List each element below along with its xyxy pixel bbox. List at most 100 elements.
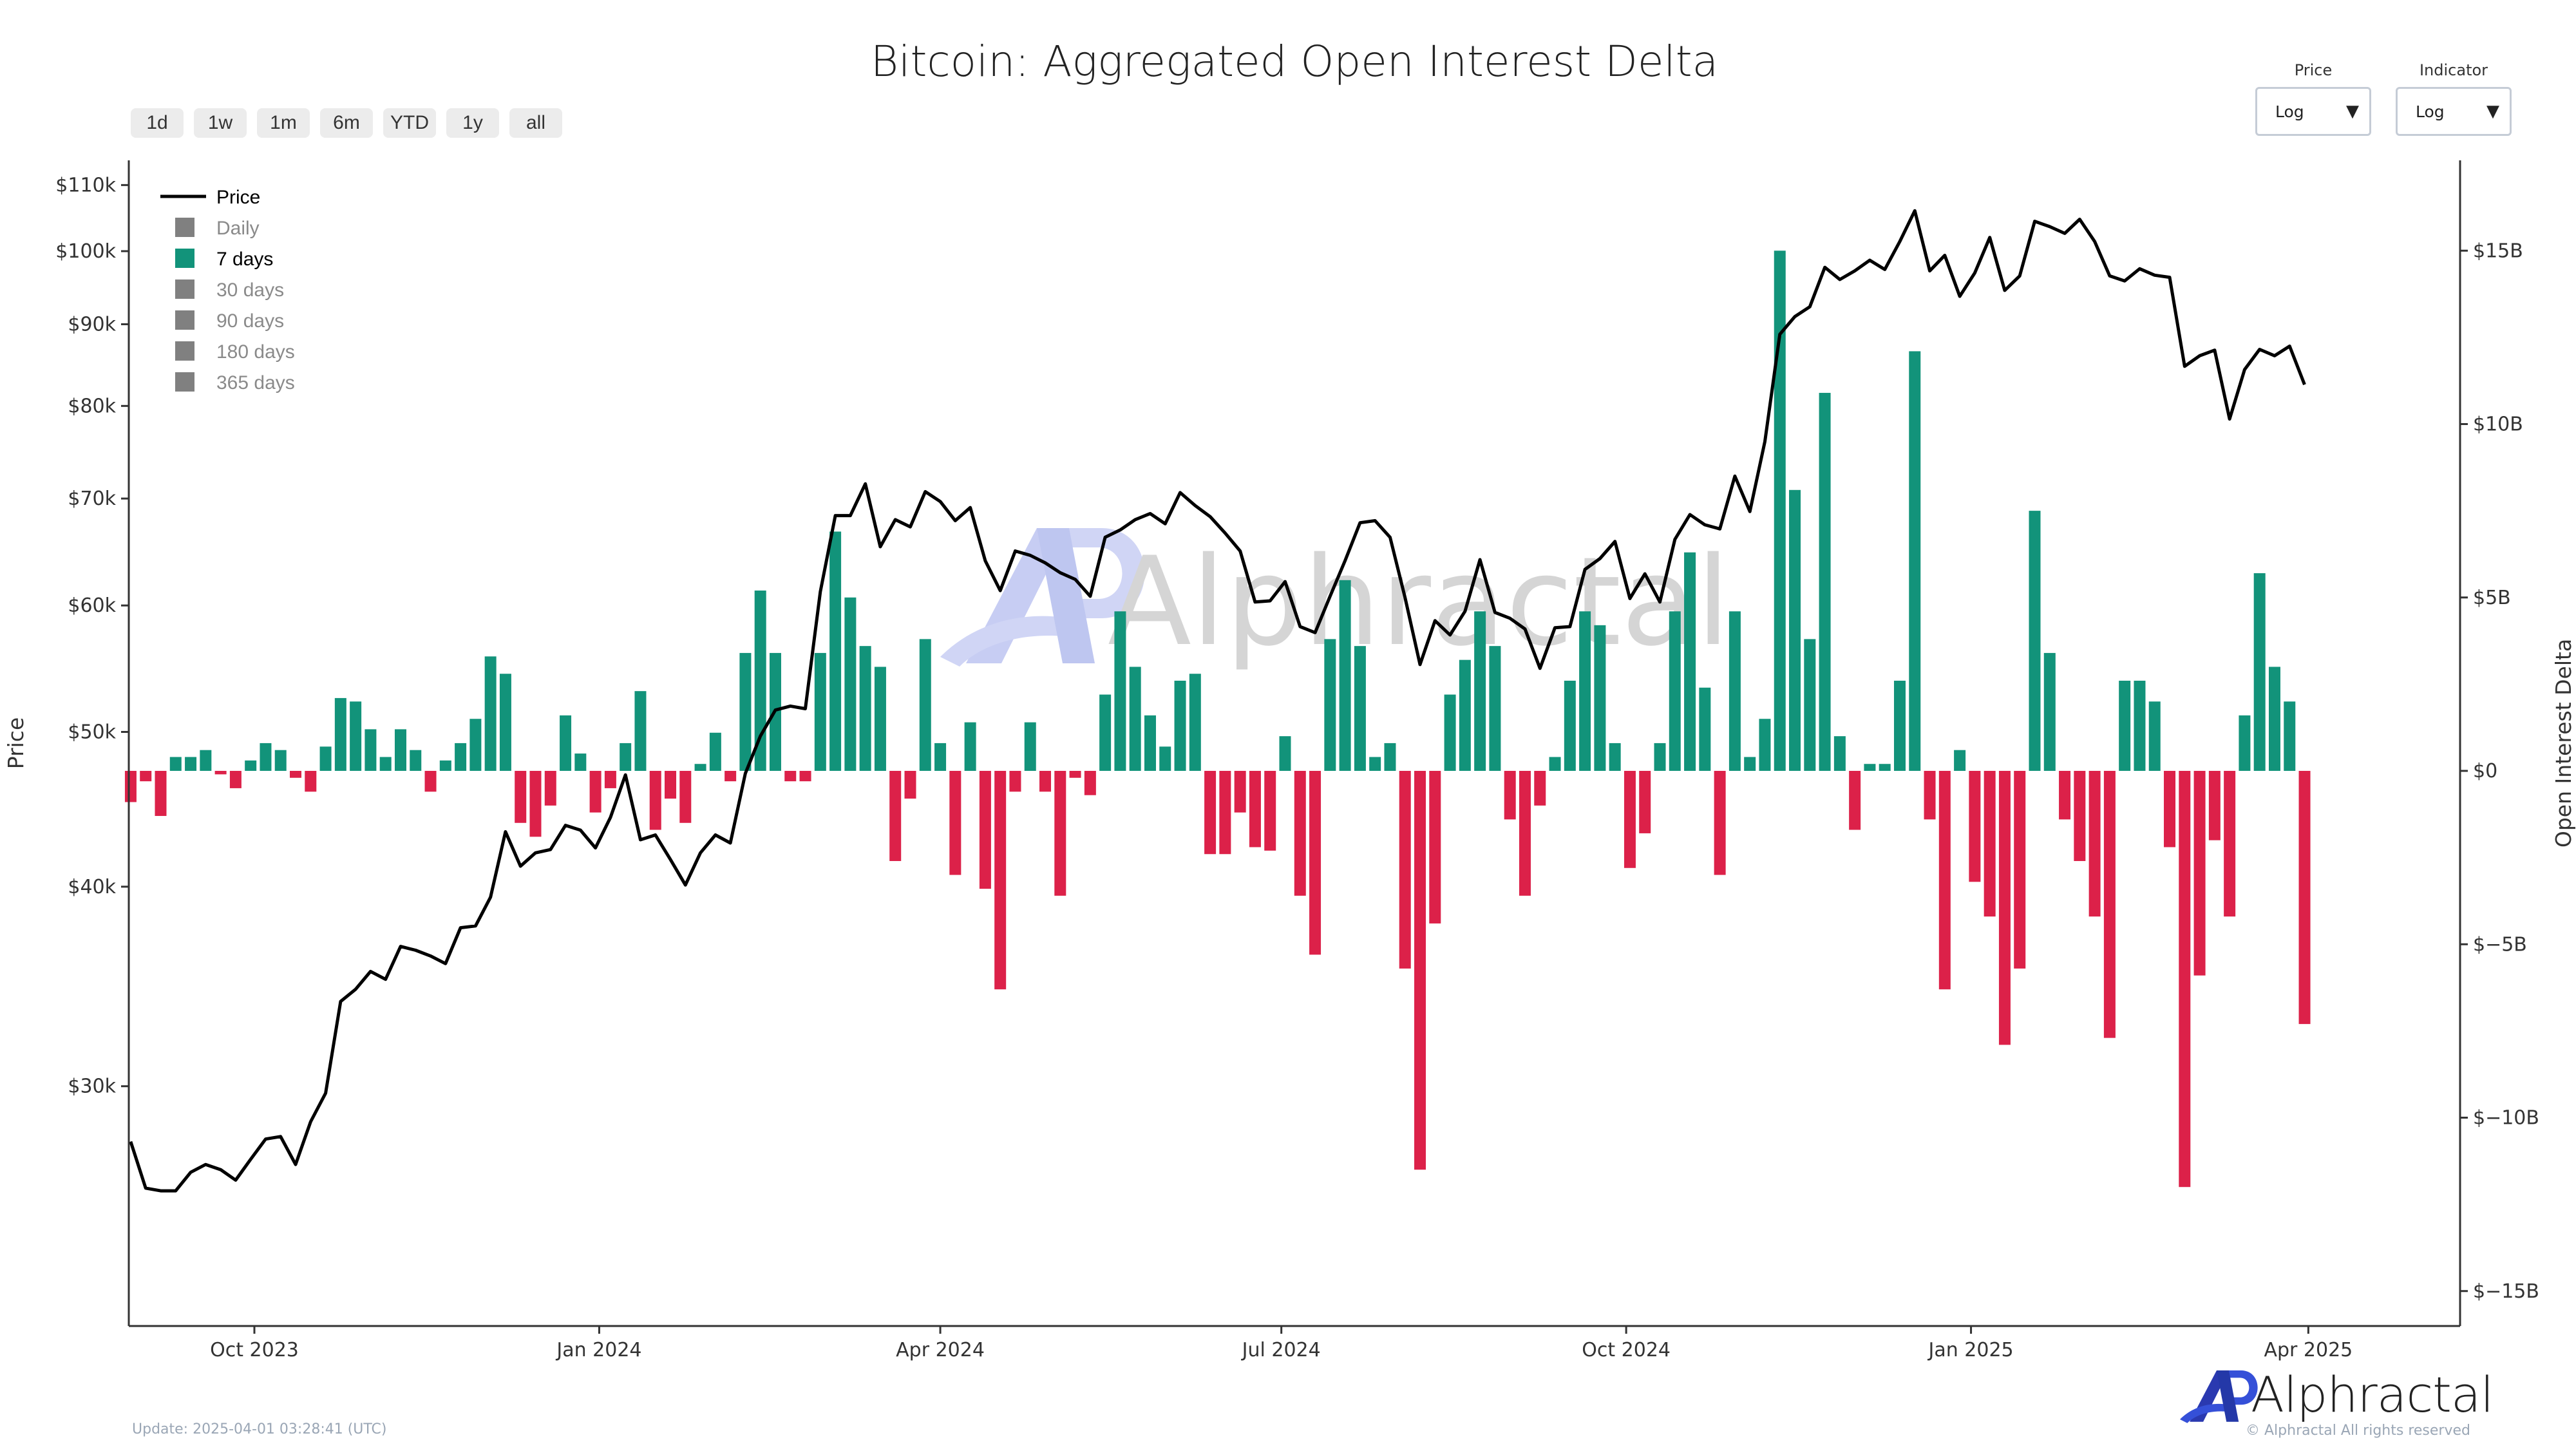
oi-delta-bar [1024, 722, 1036, 771]
oi-delta-bar [634, 691, 647, 771]
oi-delta-bar [784, 771, 797, 782]
oi-delta-bar [350, 701, 362, 771]
legend-label: 30 days [216, 279, 284, 301]
range-button-1m[interactable]: 1m [257, 108, 310, 138]
range-button-1y[interactable]: 1y [446, 108, 499, 138]
left-tick-label: $110k [55, 174, 116, 196]
left-tick-label: $30k [68, 1075, 116, 1098]
oi-delta-bar [1309, 771, 1321, 955]
oi-delta-bar [1249, 771, 1261, 848]
legend-label: Daily [216, 218, 260, 239]
range-button-ytd[interactable]: YTD [383, 108, 436, 138]
oi-delta-bar [1804, 639, 1816, 771]
oi-delta-bar [1234, 771, 1246, 813]
left-tick-label: $80k [68, 395, 116, 417]
right-tick-label: $15B [2473, 240, 2523, 262]
oi-delta-bar [1654, 743, 1666, 771]
oi-delta-bar [859, 646, 871, 771]
oi-delta-bar [2284, 701, 2296, 771]
x-tick-label: Oct 2024 [1582, 1339, 1671, 1361]
oi-delta-bar [2164, 771, 2176, 848]
legend-item-180-days[interactable]: 180 days [175, 341, 295, 363]
legend-label: 180 days [216, 341, 295, 363]
right-axis-title: Open Interest Delta [2551, 639, 2576, 848]
oi-delta-bar [1774, 251, 1786, 771]
oi-delta-bar [589, 771, 601, 813]
legend-item-30-days[interactable]: 30 days [175, 279, 284, 301]
oi-delta-bar [1924, 771, 1936, 820]
oi-delta-bar [2224, 771, 2236, 917]
oi-delta-bar [1054, 771, 1066, 896]
oi-delta-bar [1714, 771, 1726, 875]
oi-delta-bar [439, 760, 451, 771]
oi-delta-bar [214, 771, 227, 775]
watermark-text: Alphractal [1108, 531, 1730, 673]
range-button-all[interactable]: all [509, 108, 562, 138]
oi-delta-bar [1984, 771, 1996, 917]
oi-delta-bar [200, 750, 212, 771]
oi-delta-bar [844, 597, 857, 771]
update-timestamp: Update: 2025-04-01 03:28:41 (UTC) [132, 1421, 387, 1437]
oi-delta-bar [229, 771, 242, 788]
oi-delta-bar [365, 729, 377, 771]
range-button-1d[interactable]: 1d [131, 108, 184, 138]
legend-item-365-days[interactable]: 365 days [175, 372, 295, 393]
legend-item-90-days[interactable]: 90 days [175, 310, 284, 332]
range-button-1w[interactable]: 1w [194, 108, 247, 138]
oi-delta-bar [964, 722, 976, 771]
oi-delta-bar [1849, 771, 1861, 830]
oi-delta-bar [1893, 680, 1906, 771]
oi-delta-bar [1519, 771, 1531, 896]
oi-delta-bar [1009, 771, 1021, 792]
oi-delta-bar [1414, 771, 1426, 1170]
oi-delta-bar [2103, 771, 2116, 1038]
legend-swatch [175, 310, 194, 330]
left-tick-label: $90k [68, 313, 116, 336]
oi-delta-bar [1129, 667, 1141, 771]
oi-delta-bar [1624, 771, 1636, 868]
range-button-6m[interactable]: 6m [320, 108, 373, 138]
oi-delta-bar [1444, 694, 1456, 771]
legend-item-7-days[interactable]: 7 days [175, 249, 273, 270]
oi-delta-bar [679, 771, 692, 823]
oi-delta-bar [1339, 580, 1351, 771]
legend-swatch [175, 341, 194, 361]
oi-delta-bar [1384, 743, 1396, 771]
oi-delta-bar [1474, 611, 1486, 771]
oi-delta-bar [1669, 611, 1681, 771]
oi-delta-bar [1039, 771, 1052, 792]
x-tick-label: Oct 2023 [210, 1339, 299, 1361]
right-axis-ticks: $15B $10B $5B $0 $−5B $−10B $−15B [2460, 240, 2539, 1303]
caret-down-icon: ▼ [2486, 102, 2499, 121]
right-tick-label: $10B [2473, 413, 2523, 436]
indicator-scale-control: Indicator Log ▼ [2396, 61, 2512, 136]
price-scale-dropdown[interactable]: Log ▼ [2255, 87, 2371, 136]
right-tick-label: $−10B [2473, 1107, 2539, 1130]
oi-delta-bar [2059, 771, 2071, 820]
oi-delta-bar [1609, 743, 1621, 771]
oi-delta-bar [694, 764, 706, 771]
price-scale-value: Log [2275, 102, 2304, 121]
oi-delta-bar [604, 771, 616, 788]
oi-delta-bar [155, 771, 167, 817]
oi-delta-bar [1954, 750, 1966, 771]
left-axis-title: Price [3, 717, 28, 770]
oi-delta-bar [319, 746, 332, 771]
alphractal-logo-icon [2180, 1370, 2258, 1423]
oi-delta-bar [1069, 771, 1081, 778]
oi-delta-bar [1099, 694, 1112, 771]
oi-delta-bar [649, 771, 661, 830]
legend-item-daily[interactable]: Daily [175, 218, 260, 239]
oi-delta-bar [394, 729, 406, 771]
left-tick-label: $60k [68, 594, 116, 617]
oi-delta-bar [1369, 757, 1381, 771]
oi-delta-bar [2268, 667, 2280, 771]
oi-delta-bar [305, 771, 317, 792]
oi-delta-bar [1789, 489, 1801, 771]
oi-delta-bar [1759, 719, 1771, 771]
legend-item-price[interactable]: Price [160, 187, 260, 208]
oi-delta-bar [1879, 764, 1891, 771]
indicator-scale-dropdown[interactable]: Log ▼ [2396, 87, 2512, 136]
oi-delta-bar [620, 743, 632, 771]
brand-name: Alphractal [2251, 1366, 2494, 1423]
